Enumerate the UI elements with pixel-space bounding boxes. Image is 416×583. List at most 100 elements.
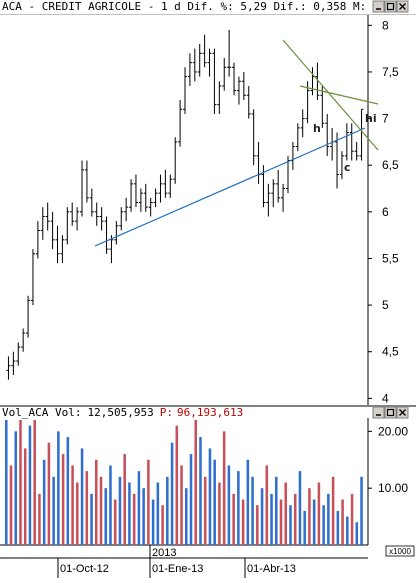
volume-minimize-button[interactable] bbox=[372, 406, 385, 419]
price-bar bbox=[21, 328, 26, 352]
volume-bar bbox=[33, 420, 36, 545]
price-y-tick-label: 7 bbox=[382, 112, 389, 126]
price-bar bbox=[276, 169, 281, 203]
volume-y-ticks: 20.00 10.00 bbox=[368, 424, 408, 495]
price-bar bbox=[109, 235, 114, 264]
volume-bar bbox=[66, 437, 70, 545]
volume-bar bbox=[109, 465, 112, 545]
volume-unit-box bbox=[385, 545, 415, 557]
volume-bar bbox=[303, 510, 306, 545]
volume-p-label: P: bbox=[160, 406, 173, 419]
price-bar bbox=[163, 169, 168, 198]
price-bar bbox=[266, 183, 271, 217]
price-y-tick-label: 6,5 bbox=[382, 158, 399, 172]
volume-bar bbox=[317, 482, 321, 545]
wedge-upper-trendline bbox=[282, 39, 379, 151]
price-bar bbox=[295, 123, 300, 152]
volume-bar bbox=[251, 476, 254, 545]
volume-bar bbox=[180, 465, 183, 545]
date-axis-label: 01-Oct-12 bbox=[60, 563, 109, 575]
volume-y-tick-label: 20.00 bbox=[378, 424, 408, 438]
price-bar bbox=[158, 174, 163, 203]
volume-bar bbox=[95, 459, 98, 545]
price-bar bbox=[80, 160, 85, 217]
volume-bar bbox=[142, 488, 145, 545]
volume-bar bbox=[99, 476, 103, 545]
price-y-tick-label: 4 bbox=[382, 391, 389, 405]
price-bar bbox=[89, 188, 94, 217]
volume-bar bbox=[222, 431, 226, 545]
price-bar bbox=[6, 356, 11, 380]
volume-bar bbox=[298, 471, 302, 545]
price-bar bbox=[271, 179, 276, 208]
price-bar bbox=[236, 76, 241, 105]
volume-bar bbox=[71, 465, 74, 545]
price-bar bbox=[168, 174, 173, 198]
price-bar bbox=[315, 62, 320, 100]
volume-bar bbox=[218, 482, 221, 545]
price-y-tick-label: 5,5 bbox=[382, 251, 399, 265]
price-bars bbox=[6, 29, 364, 380]
volume-bar bbox=[156, 482, 160, 545]
price-bar bbox=[70, 202, 75, 226]
price-maximize-button[interactable] bbox=[384, 0, 397, 13]
price-bar bbox=[124, 197, 129, 222]
volume-bar bbox=[327, 493, 330, 545]
price-window: ACA - CREDIT AGRICOLE - 1 d Dif. %: 5,29… bbox=[0, 0, 416, 405]
price-bar bbox=[173, 137, 178, 184]
volume-bar bbox=[275, 476, 278, 545]
volume-bar bbox=[260, 488, 264, 545]
price-close-button[interactable] bbox=[396, 0, 409, 13]
price-bar bbox=[251, 109, 256, 166]
price-bar bbox=[281, 183, 286, 212]
close-icon bbox=[399, 3, 406, 10]
volume-bar bbox=[19, 420, 22, 545]
price-bar bbox=[114, 221, 119, 245]
price-bar bbox=[40, 207, 45, 240]
maximize-icon bbox=[386, 408, 395, 417]
price-y-tick-label: 6 bbox=[382, 205, 389, 219]
volume-bar bbox=[47, 442, 51, 545]
price-minimize-button[interactable] bbox=[372, 0, 385, 13]
volume-bar bbox=[14, 431, 18, 545]
volume-bar bbox=[57, 431, 60, 545]
volume-bar bbox=[5, 420, 8, 545]
price-bar bbox=[202, 34, 207, 68]
price-window-bg bbox=[0, 0, 416, 405]
volume-bar bbox=[336, 510, 340, 545]
date-axis-label: 2013 bbox=[152, 547, 176, 559]
volume-bar bbox=[256, 505, 259, 545]
volume-bar bbox=[104, 488, 108, 545]
price-title-bar bbox=[0, 0, 416, 14]
volume-p-value: 96,193,613 bbox=[177, 406, 243, 419]
price-y-tick-label: 7,5 bbox=[382, 65, 399, 79]
price-bar bbox=[246, 85, 251, 119]
price-bar bbox=[359, 108, 364, 161]
volume-close-button[interactable] bbox=[396, 406, 409, 419]
volume-bar bbox=[80, 448, 84, 545]
volume-bar bbox=[123, 454, 126, 545]
volume-bar bbox=[308, 488, 311, 545]
volume-title: Vol_ACA Vol: 12,505,953 P: 96,193,613 bbox=[2, 406, 243, 419]
volume-bar bbox=[279, 499, 283, 545]
price-bar bbox=[241, 71, 246, 100]
price-bar bbox=[178, 99, 183, 147]
volume-value: 12,505,953 bbox=[87, 406, 153, 419]
volume-bars bbox=[5, 420, 363, 545]
volume-maximize-button[interactable] bbox=[384, 406, 397, 419]
volume-window-bg bbox=[0, 407, 416, 583]
price-bar bbox=[192, 48, 197, 82]
volume-window: Vol_ACA Vol: 12,505,953 P: 96,193,613 20.00… bbox=[0, 406, 416, 583]
price-bar bbox=[99, 207, 104, 231]
volume-bar bbox=[42, 459, 46, 545]
price-bar bbox=[55, 225, 60, 264]
date-axis: 01-Oct-12 2013 01-Ene-13 01-Abr-13 bbox=[0, 545, 368, 578]
price-bar bbox=[50, 211, 55, 250]
price-bar bbox=[65, 207, 70, 245]
price-bar bbox=[217, 81, 222, 114]
volume-bar bbox=[322, 505, 325, 545]
volume-bar bbox=[170, 442, 174, 545]
volume-bar bbox=[227, 465, 231, 545]
volume-bar bbox=[38, 493, 41, 545]
